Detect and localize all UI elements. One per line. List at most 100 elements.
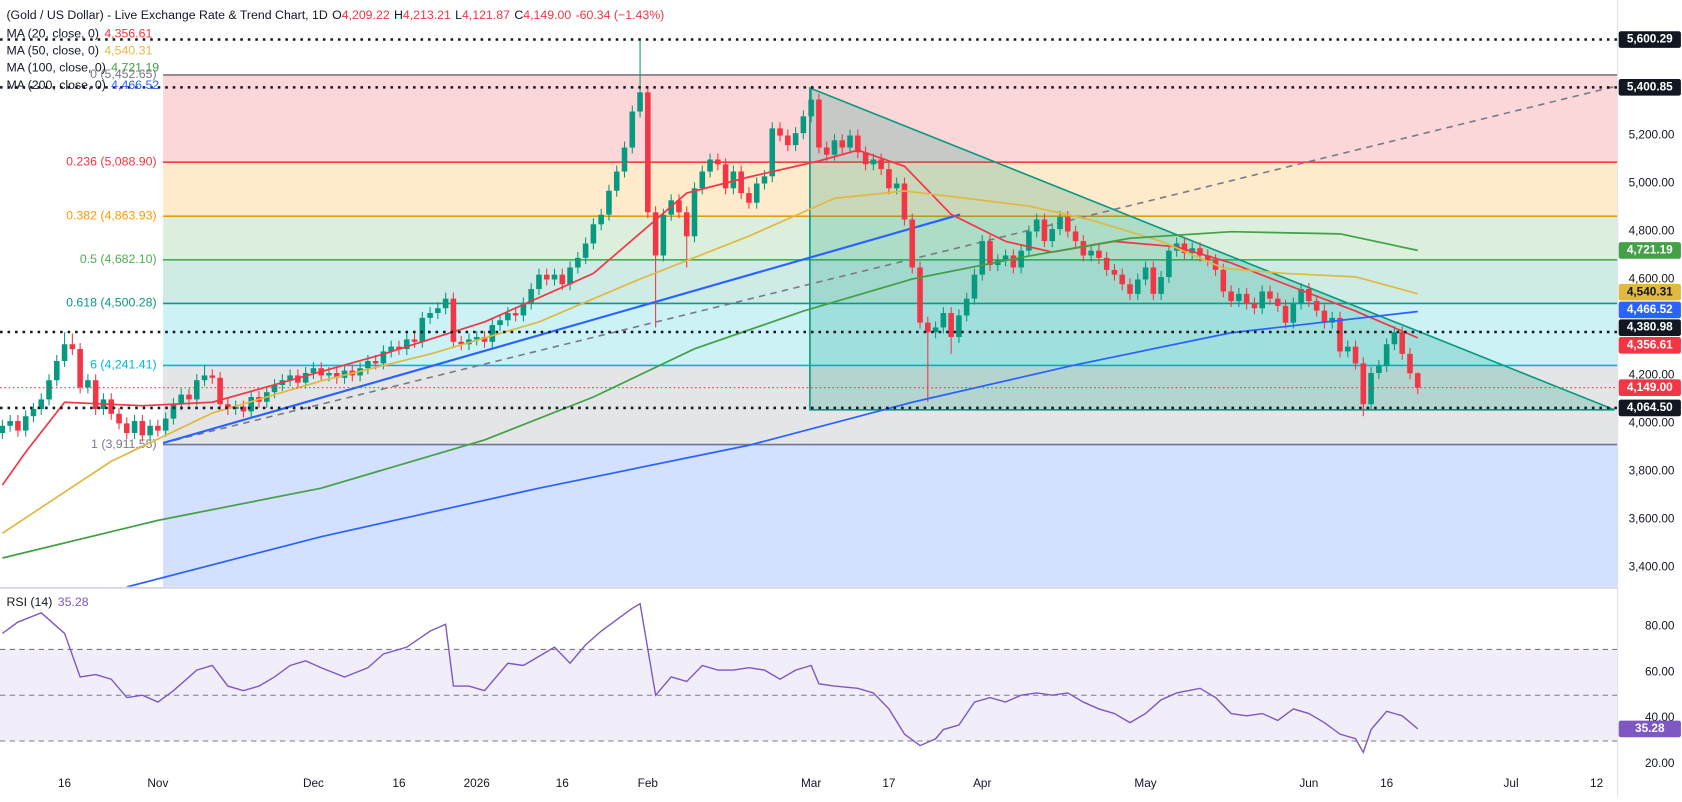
price-label: 4,540.31 bbox=[1627, 285, 1673, 298]
legend-value: 4,540.31 bbox=[104, 44, 152, 58]
price-axis: 3,400.00 3,600.00 3,800.00 4,000.00 4,200.00… bbox=[1617, 0, 1682, 798]
price-label-bg bbox=[1618, 319, 1681, 336]
candle-body bbox=[271, 385, 278, 393]
candle-body bbox=[847, 135, 853, 148]
candle-body bbox=[1033, 219, 1040, 232]
rsi-tick-label: 80.00 bbox=[1645, 620, 1675, 633]
legend-value: 4,721.19 bbox=[111, 61, 159, 75]
candle-body bbox=[1103, 257, 1110, 270]
legend-name: MA (20, close, 0) bbox=[6, 27, 99, 41]
candle-body bbox=[567, 267, 573, 285]
candle-body bbox=[108, 399, 115, 414]
candle-body bbox=[769, 128, 776, 177]
fib-label: 0.236 (5,088.90) bbox=[66, 154, 156, 168]
candle-body bbox=[987, 241, 993, 266]
candle-body bbox=[715, 159, 721, 165]
candle-body bbox=[333, 373, 340, 378]
candle-body bbox=[155, 425, 161, 431]
candle-body bbox=[92, 380, 99, 410]
candle-body bbox=[46, 380, 52, 400]
legend-entry: MA (100, close, 0) 4,721.19 bbox=[6, 61, 159, 75]
triangle-pattern bbox=[809, 86, 1615, 411]
candle-body bbox=[792, 133, 799, 146]
candle-body bbox=[1267, 291, 1273, 299]
x-tick-label: Nov bbox=[147, 777, 168, 790]
y-tick-label: 3,600.00 bbox=[1629, 512, 1675, 525]
candle-body bbox=[901, 183, 908, 220]
x-tick-label: Jun bbox=[1299, 777, 1318, 790]
legend-name: MA (200, close, 0) bbox=[6, 78, 105, 92]
candle-body bbox=[1158, 277, 1164, 294]
candle-body bbox=[1251, 303, 1258, 309]
candle-body bbox=[1134, 279, 1141, 294]
candle-body bbox=[225, 404, 231, 410]
candle-body bbox=[1313, 301, 1320, 311]
candle-body bbox=[411, 339, 418, 342]
candle-body bbox=[1197, 248, 1203, 256]
ma-line bbox=[1, 190, 1419, 534]
legend-name: MA (100, close, 0) bbox=[6, 61, 105, 75]
ma-line bbox=[126, 310, 1418, 587]
candle-body bbox=[1010, 255, 1017, 268]
candle-body bbox=[520, 303, 527, 316]
ma-line bbox=[2, 230, 1418, 559]
price-label-bg bbox=[1618, 301, 1681, 319]
quote-value: 4,213.21 bbox=[403, 8, 451, 22]
legend-entry: MA (20, close, 0) 4,356.61 bbox=[6, 27, 152, 41]
y-tick-label: 4,600.00 bbox=[1629, 273, 1675, 286]
candle-body bbox=[862, 152, 869, 165]
rsi-title: RSI (14) bbox=[6, 595, 52, 609]
x-tick-label: 16 bbox=[556, 777, 570, 790]
x-tick-label: Dec bbox=[303, 777, 324, 790]
candle-body bbox=[435, 308, 441, 314]
x-tick-label: 16 bbox=[1380, 777, 1394, 790]
candle-body bbox=[1329, 317, 1335, 323]
price-label: 5,400.85 bbox=[1627, 80, 1673, 93]
candle-body bbox=[722, 164, 729, 189]
candle-body bbox=[1236, 293, 1242, 302]
candles bbox=[0, 39, 1421, 442]
candle-body bbox=[287, 375, 293, 381]
candle-body bbox=[61, 344, 68, 362]
header: (Gold / US Dollar) - Live Exchange Rate … bbox=[6, 8, 664, 22]
candle-body bbox=[1026, 231, 1032, 251]
candle-body bbox=[419, 317, 426, 342]
candle-body bbox=[15, 420, 21, 431]
candle-body bbox=[505, 313, 511, 321]
candle-body bbox=[676, 200, 682, 213]
ma-line bbox=[1, 149, 1419, 486]
legend: (Gold / US Dollar) - Live Exchange Rate … bbox=[6, 8, 1603, 790]
candle-body bbox=[1142, 267, 1149, 280]
rsi-tick-label: 20.00 bbox=[1645, 757, 1675, 770]
candle-body bbox=[621, 147, 628, 172]
candle-body bbox=[1368, 373, 1374, 405]
price-label-bg bbox=[1618, 337, 1681, 354]
price-label: 4,380.98 bbox=[1627, 321, 1673, 334]
quote-value: 4,149.00 bbox=[523, 8, 571, 22]
y-tick-label: 3,400.00 bbox=[1629, 560, 1675, 573]
candle-body bbox=[1228, 291, 1234, 302]
candle-body bbox=[388, 346, 394, 352]
quote-key: C bbox=[514, 8, 523, 22]
quote-key: O bbox=[332, 8, 342, 22]
candle-body bbox=[1119, 274, 1126, 285]
price-label-bg bbox=[1618, 242, 1681, 259]
rsi-label: 35.28 bbox=[1635, 722, 1665, 735]
support-trendline bbox=[162, 213, 961, 445]
candle-body bbox=[878, 159, 884, 170]
candle-body bbox=[217, 377, 223, 405]
candle-body bbox=[1080, 241, 1087, 256]
candle-body bbox=[1407, 353, 1413, 374]
candle-body bbox=[925, 322, 931, 333]
candle-body bbox=[1306, 289, 1312, 302]
candle-body bbox=[186, 394, 192, 400]
legend-value: 4,356.61 bbox=[104, 27, 152, 41]
candle-body bbox=[403, 339, 410, 350]
x-tick-label: May bbox=[1134, 777, 1156, 790]
legend-entry: MA (50, close, 0) 4,540.31 bbox=[6, 44, 152, 58]
candle-body bbox=[1282, 305, 1289, 323]
candle-body bbox=[909, 219, 916, 268]
candle-body bbox=[839, 140, 846, 148]
candle-body bbox=[302, 373, 309, 383]
